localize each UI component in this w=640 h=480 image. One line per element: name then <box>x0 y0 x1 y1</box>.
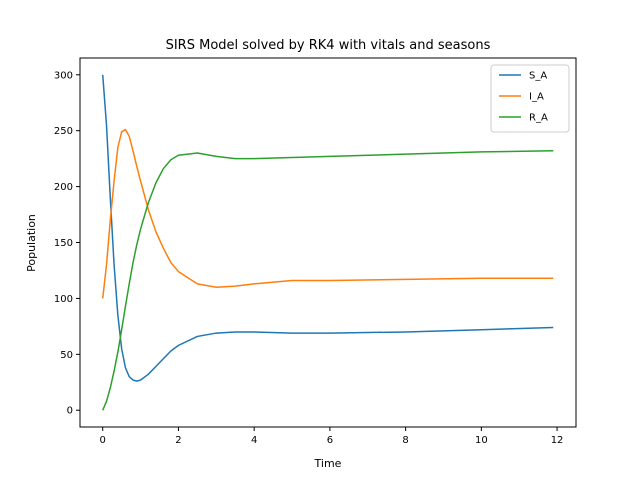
y-axis-label: Population <box>25 214 38 272</box>
y-tick-label: 250 <box>54 126 73 137</box>
y-tick-label: 100 <box>54 294 73 305</box>
x-tick-label: 8 <box>402 435 408 446</box>
x-axis-ticks: 0 2 4 6 8 10 12 <box>100 427 564 446</box>
legend-label: S_A <box>529 71 547 82</box>
y-tick-label: 150 <box>54 238 73 249</box>
legend-label: I_A <box>529 92 544 103</box>
x-tick-label: 4 <box>251 435 257 446</box>
legend-box <box>490 64 570 133</box>
x-tick-label: 10 <box>475 435 488 446</box>
x-axis-label: Time <box>314 457 342 470</box>
y-axis-ticks: 0 50 100 150 200 250 300 <box>54 70 80 417</box>
x-tick-label: 2 <box>175 435 181 446</box>
legend: S_A I_A R_A <box>490 64 570 133</box>
chart-title: SIRS Model solved by RK4 with vitals and… <box>166 38 491 53</box>
legend-label: R_A <box>529 113 548 124</box>
series-layer <box>101 74 554 411</box>
y-tick-label: 0 <box>67 406 73 417</box>
x-tick-label: 6 <box>327 435 333 446</box>
y-tick-label: 300 <box>54 70 73 81</box>
y-tick-label: 200 <box>54 182 73 193</box>
series-line-r-a <box>102 150 554 411</box>
series-line-s-a <box>101 74 554 382</box>
series-line-i-a <box>101 128 554 299</box>
x-tick-label: 12 <box>551 435 564 446</box>
x-tick-label: 0 <box>100 435 106 446</box>
y-tick-label: 50 <box>60 350 73 361</box>
